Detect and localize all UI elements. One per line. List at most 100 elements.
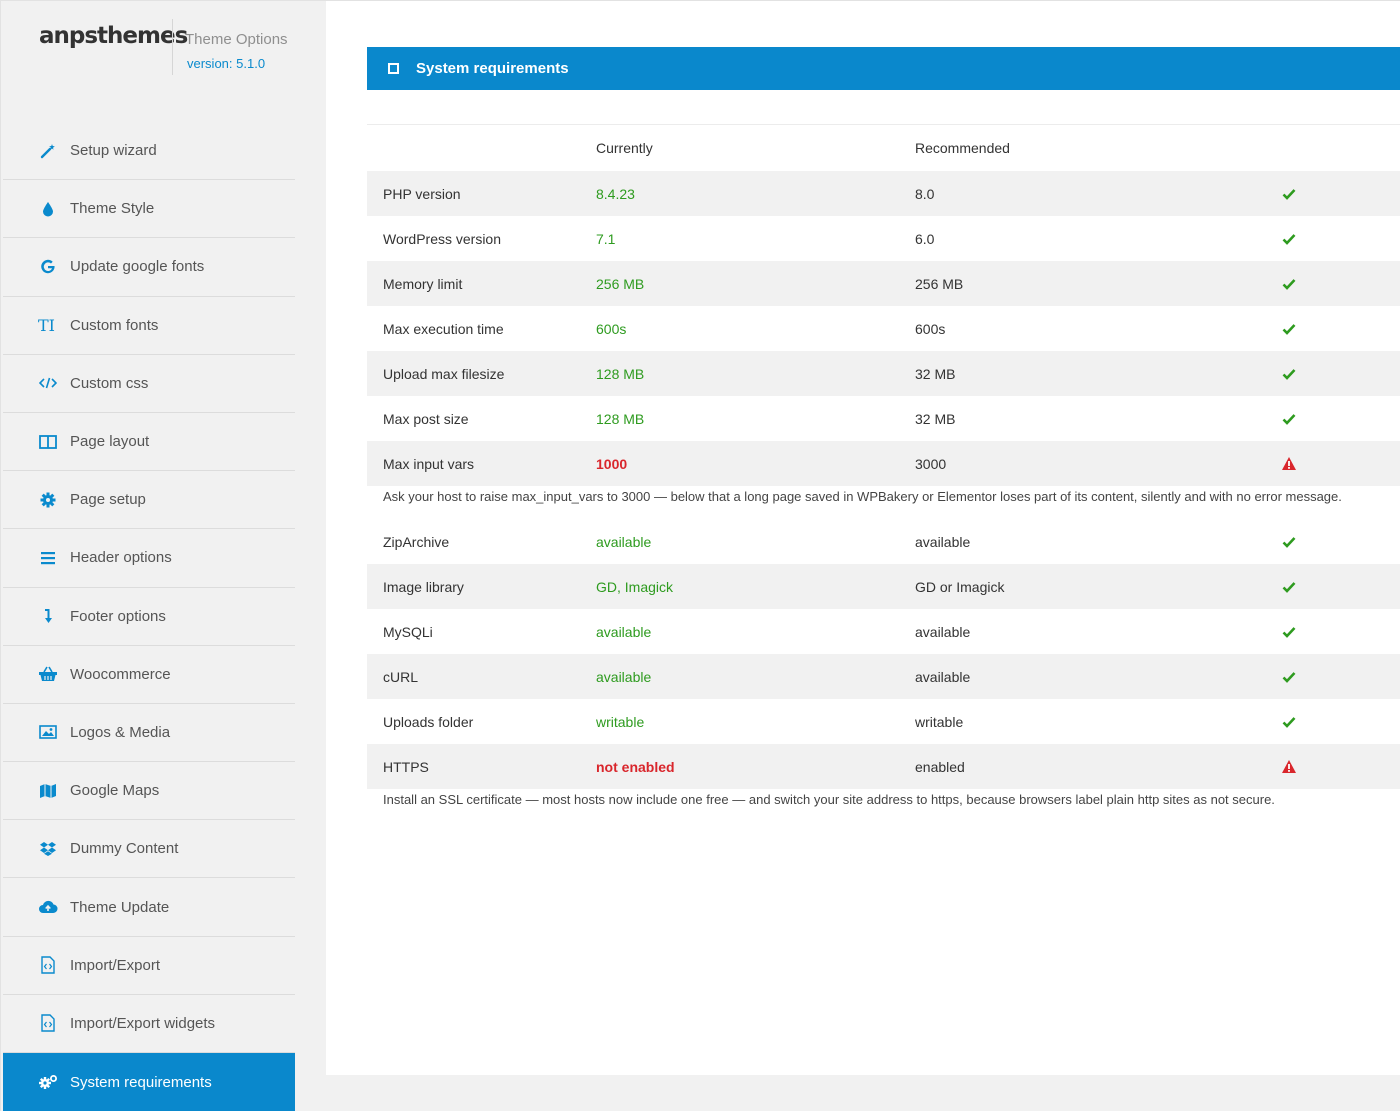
- sidebar-item-label: Theme Style: [70, 200, 155, 218]
- check-icon: [1281, 714, 1297, 730]
- sidebar-item-label: Theme Update: [70, 898, 170, 916]
- brand-divider: [172, 19, 173, 75]
- current-value: available: [596, 623, 652, 640]
- current-value: available: [596, 668, 652, 685]
- current-value: 128 MB: [596, 410, 645, 427]
- brand-version: version: 5.1.0: [187, 56, 266, 71]
- sidebar-item-label: Page layout: [70, 433, 150, 451]
- warning-icon: [1281, 456, 1297, 472]
- recommended-value: writable: [915, 713, 964, 730]
- check-icon: [1281, 624, 1297, 640]
- table-row: Upload max filesize 128 MB 32 MB: [367, 351, 1400, 396]
- text-type-icon: TI: [37, 316, 59, 334]
- current-value: writable: [596, 713, 645, 730]
- requirement-name: MySQLi: [383, 623, 433, 640]
- table-row: Max input vars 1000 3000: [367, 441, 1400, 486]
- sidebar-item-label: Import/Export widgets: [70, 1014, 216, 1032]
- sidebar-item-google-maps[interactable]: Google Maps: [3, 762, 295, 821]
- requirement-note: Ask your host to raise max_input_vars to…: [367, 486, 1400, 519]
- sidebar-item-system-requirements[interactable]: System requirements: [3, 1053, 295, 1111]
- requirement-note: Install an SSL certificate — most hosts …: [367, 789, 1400, 822]
- brand-title: Theme Options: [185, 31, 288, 48]
- main-content: System requirements Currently Recommende…: [326, 1, 1400, 1111]
- gears-icon: [37, 1073, 59, 1091]
- requirement-name: Upload max filesize: [383, 365, 505, 382]
- current-value: 600s: [596, 320, 627, 337]
- dropbox-icon: [37, 840, 59, 858]
- gear-icon: [37, 491, 59, 509]
- table-row: Uploads folder writable writable: [367, 699, 1400, 744]
- recommended-value: available: [915, 533, 971, 550]
- table-row: HTTPS not enabled enabled: [367, 744, 1400, 789]
- columns-icon: [37, 433, 59, 451]
- table-row: Max post size 128 MB 32 MB: [367, 396, 1400, 441]
- sidebar-item-import-export-widgets[interactable]: Import/Export widgets: [3, 995, 295, 1053]
- sidebar-item-logos-media[interactable]: Logos & Media: [3, 704, 295, 763]
- sidebar-item-import-export[interactable]: Import/Export: [3, 937, 295, 995]
- column-recommended: Recommended: [915, 140, 1010, 156]
- requirement-name: Uploads folder: [383, 713, 474, 730]
- requirement-note-text: Install an SSL certificate — most hosts …: [383, 792, 1275, 807]
- current-value: 128 MB: [596, 365, 645, 382]
- magic-wand-icon: [37, 142, 59, 160]
- requirement-name: Memory limit: [383, 275, 463, 292]
- sidebar-item-label: Setup wizard: [70, 142, 157, 160]
- basket-icon: [37, 665, 59, 683]
- menu-bars-icon: [37, 549, 59, 567]
- sidebar-item-woocommerce[interactable]: Woocommerce: [3, 646, 295, 704]
- sidebar-item-label: Import/Export: [70, 956, 161, 974]
- cloud-upload-icon: [37, 898, 59, 916]
- column-currently: Currently: [596, 140, 653, 156]
- sidebar-item-theme-update[interactable]: Theme Update: [3, 878, 295, 937]
- panel-title: System requirements: [416, 60, 569, 77]
- sidebar-item-label: Dummy Content: [70, 840, 179, 858]
- sidebar-item-label: Custom css: [70, 374, 149, 392]
- current-value: 256 MB: [596, 275, 645, 292]
- code-icon: [37, 374, 59, 392]
- sidebar-item-header-options[interactable]: Header options: [3, 529, 295, 588]
- table-row: ZipArchive available available: [367, 519, 1400, 564]
- recommended-value: 600s: [915, 320, 946, 337]
- sidebar-item-theme-style[interactable]: Theme Style: [3, 180, 295, 239]
- current-value: 8.4.23: [596, 185, 635, 202]
- sidebar-item-page-layout[interactable]: Page layout: [3, 413, 295, 472]
- requirement-name: cURL: [383, 668, 419, 685]
- sidebar-item-label: Logos & Media: [70, 723, 171, 741]
- sidebar-item-label: Woocommerce: [70, 665, 171, 683]
- droplet-icon: [37, 200, 59, 218]
- recommended-value: 3000: [915, 455, 947, 472]
- check-icon: [1281, 411, 1297, 427]
- google-icon: [37, 258, 59, 276]
- requirement-name: Image library: [383, 578, 464, 595]
- table-row: cURL available available: [367, 654, 1400, 699]
- table-row: WordPress version 7.1 6.0: [367, 216, 1400, 261]
- brand-logo: anpsthemes: [39, 23, 188, 49]
- sidebar-item-footer-options[interactable]: Footer options: [3, 588, 295, 646]
- code-file-icon: [37, 956, 59, 974]
- recommended-value: GD or Imagick: [915, 578, 1005, 595]
- sidebar-item-setup-wizard[interactable]: Setup wizard: [3, 122, 295, 181]
- recommended-value: enabled: [915, 758, 965, 775]
- panel-square-icon: [388, 63, 399, 74]
- sidebar-item-dummy-content[interactable]: Dummy Content: [3, 820, 295, 879]
- recommended-value: 32 MB: [915, 365, 956, 382]
- sidebar-item-custom-css[interactable]: Custom css: [3, 355, 295, 413]
- check-icon: [1281, 366, 1297, 382]
- sidebar-item-update-google-fonts[interactable]: Update google fonts: [3, 238, 295, 297]
- sidebar-item-page-setup[interactable]: Page setup: [3, 471, 295, 530]
- sidebar-item-custom-fonts[interactable]: TI Custom fonts: [3, 297, 295, 355]
- requirement-name: ZipArchive: [383, 533, 450, 550]
- recommended-value: 8.0: [915, 185, 935, 202]
- requirement-name: Max post size: [383, 410, 469, 427]
- arrow-down-icon: [37, 607, 59, 625]
- sidebar-item-label: Header options: [70, 549, 172, 567]
- table-row: Max execution time 600s 600s: [367, 306, 1400, 351]
- sidebar-item-label: System requirements: [70, 1073, 212, 1091]
- check-icon: [1281, 231, 1297, 247]
- sidebar-item-label: Update google fonts: [70, 258, 205, 276]
- table-row: Image library GD, Imagick GD or Imagick: [367, 564, 1400, 609]
- requirement-name: Max input vars: [383, 455, 475, 472]
- current-value: 7.1: [596, 230, 616, 247]
- requirement-name: PHP version: [383, 185, 461, 202]
- warning-icon: [1281, 759, 1297, 775]
